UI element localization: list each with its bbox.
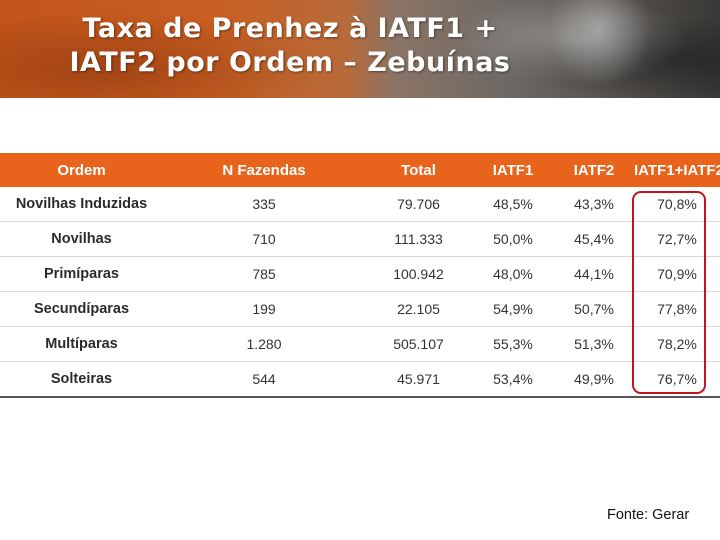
header-iatf1-iatf2: IATF1+IATF2 — [634, 153, 720, 187]
banner-photo-right — [420, 0, 720, 98]
header-total: Total — [365, 153, 472, 187]
row-label: Solteiras — [0, 361, 163, 398]
cell-iatf2: 51,3% — [554, 326, 634, 362]
header-iatf1: IATF1 — [472, 153, 554, 187]
row-label: Primíparas — [0, 256, 163, 292]
cell-iatf1: 53,4% — [472, 361, 554, 398]
row-label: Novilhas Induzidas — [0, 187, 163, 222]
banner-photo-highlight — [540, 0, 660, 98]
cell-iatf1: 48,5% — [472, 187, 554, 222]
slide-title-line-1: Taxa de Prenhez à IATF1 + — [82, 13, 498, 44]
cell-iatf1: 54,9% — [472, 291, 554, 327]
cell-total: 111.333 — [365, 221, 472, 257]
cell-n-fazendas: 544 — [163, 361, 365, 398]
cell-total: 79.706 — [365, 187, 472, 222]
cell-n-fazendas: 199 — [163, 291, 365, 327]
table-row: Novilhas 710 111.333 50,0% 45,4% 72,7% — [0, 221, 720, 257]
row-label: Novilhas — [0, 221, 163, 257]
cell-iatf1: 50,0% — [472, 221, 554, 257]
cell-iatf2: 45,4% — [554, 221, 634, 257]
cell-total: 45.971 — [365, 361, 472, 398]
source-note: Fonte: Gerar — [607, 507, 690, 523]
header-banner — [0, 0, 720, 98]
cell-iatf2: 49,9% — [554, 361, 634, 398]
cell-n-fazendas: 1.280 — [163, 326, 365, 362]
pregnancy-rate-table: Ordem N Fazendas Total IATF1 IATF2 IATF1… — [0, 153, 720, 398]
table-row: Novilhas Induzidas 335 79.706 48,5% 43,3… — [0, 187, 720, 222]
cell-n-fazendas: 335 — [163, 187, 365, 222]
table-header-row: Ordem N Fazendas Total IATF1 IATF2 IATF1… — [0, 153, 720, 187]
cell-iatf2: 44,1% — [554, 256, 634, 292]
cell-iatf2: 43,3% — [554, 187, 634, 222]
header-n-fazendas: N Fazendas — [163, 153, 365, 187]
highlight-box-iatf1-iatf2 — [632, 191, 706, 394]
cell-total: 505.107 — [365, 326, 472, 362]
cell-iatf1: 48,0% — [472, 256, 554, 292]
banner-photo-left — [0, 0, 360, 98]
cell-n-fazendas: 785 — [163, 256, 365, 292]
cell-total: 100.942 — [365, 256, 472, 292]
row-label: Secundíparas — [0, 291, 163, 327]
table-row: Primíparas 785 100.942 48,0% 44,1% 70,9% — [0, 256, 720, 292]
cell-iatf2: 50,7% — [554, 291, 634, 327]
cell-total: 22.105 — [365, 291, 472, 327]
header-ordem: Ordem — [0, 153, 163, 187]
cell-iatf1: 55,3% — [472, 326, 554, 362]
table-row: Solteiras 544 45.971 53,4% 49,9% 76,7% — [0, 361, 720, 398]
slide-title-line-2: IATF2 por Ordem – Zebuínas — [69, 47, 511, 78]
table-row: Secundíparas 199 22.105 54,9% 50,7% 77,8… — [0, 291, 720, 327]
table-row: Multíparas 1.280 505.107 55,3% 51,3% 78,… — [0, 326, 720, 362]
cell-n-fazendas: 710 — [163, 221, 365, 257]
slide-title: Taxa de Prenhez à IATF1 + IATF2 por Orde… — [0, 12, 580, 80]
row-label: Multíparas — [0, 326, 163, 362]
header-iatf2: IATF2 — [554, 153, 634, 187]
